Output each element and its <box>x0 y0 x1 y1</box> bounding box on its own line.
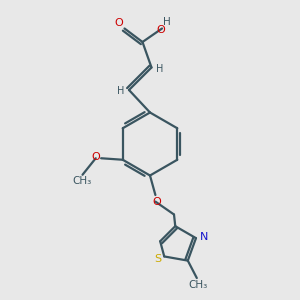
Text: N: N <box>200 232 208 242</box>
Text: O: O <box>152 196 161 207</box>
Text: CH₃: CH₃ <box>189 280 208 290</box>
Text: CH₃: CH₃ <box>72 176 92 186</box>
Text: H: H <box>163 17 170 27</box>
Text: O: O <box>114 18 123 28</box>
Text: H: H <box>156 64 164 74</box>
Text: O: O <box>91 152 100 162</box>
Text: O: O <box>156 25 165 35</box>
Text: H: H <box>117 85 124 96</box>
Text: S: S <box>154 254 161 265</box>
